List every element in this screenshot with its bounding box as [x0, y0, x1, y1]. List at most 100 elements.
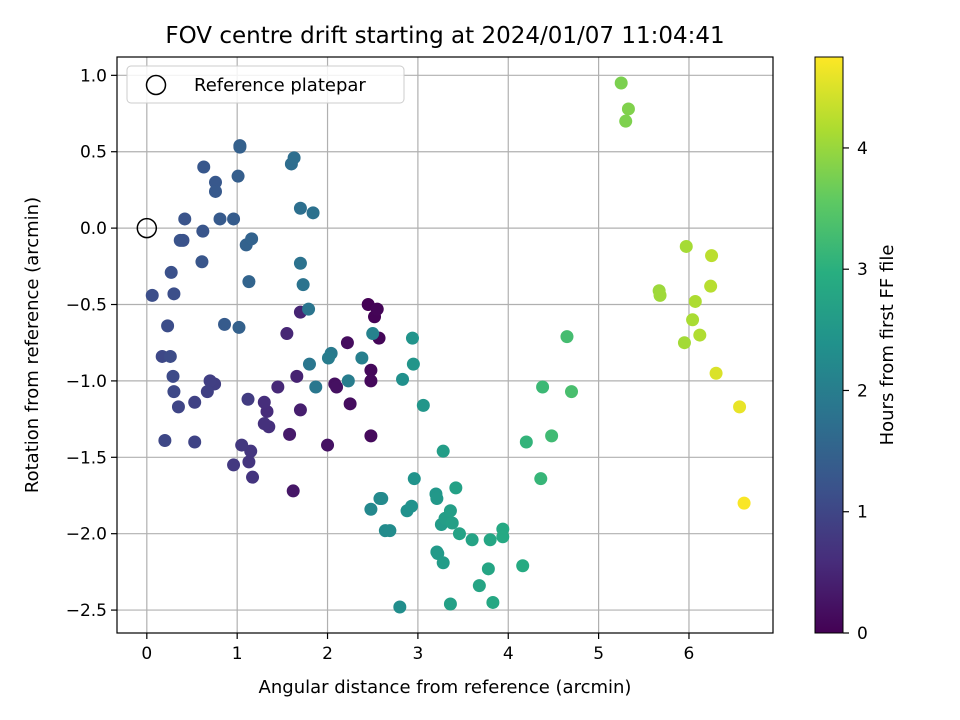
legend-box [126, 65, 405, 104]
data-point [293, 256, 307, 270]
data-point [688, 294, 702, 308]
data-point [296, 278, 310, 292]
data-point [536, 380, 550, 394]
data-point [167, 287, 181, 301]
colorbar-tick-label: 1 [857, 503, 868, 523]
colorbar-tick-label: 4 [857, 139, 868, 159]
data-point [158, 433, 172, 447]
data-point [621, 102, 635, 116]
data-point [341, 374, 355, 388]
data-point [280, 327, 294, 341]
data-point [483, 533, 497, 547]
data-point [364, 429, 378, 443]
data-point [393, 600, 407, 614]
data-point [164, 265, 178, 279]
data-point [406, 357, 420, 371]
data-point [178, 212, 192, 226]
data-point [516, 559, 530, 573]
data-point [245, 232, 259, 246]
colorbar-ticks: 0 1 2 3 4 [843, 139, 868, 644]
y-axis-ticks: 1.0 0.5 0.0 −0.5 −1.0 −1.5 −2.0 −2.5 [66, 66, 117, 621]
data-point [309, 380, 323, 394]
colorbar-label: Hours from first FF file [877, 245, 898, 446]
data-point [166, 369, 180, 383]
data-point [430, 492, 444, 506]
data-point [407, 472, 421, 486]
data-point [366, 327, 380, 341]
data-point [167, 385, 181, 399]
data-point [445, 516, 459, 530]
data-point [293, 201, 307, 215]
data-point [436, 444, 450, 458]
data-point [486, 595, 500, 609]
data-point [619, 114, 633, 128]
data-point [293, 403, 307, 417]
y-axis-label: Rotation from reference (arcmin) [22, 197, 43, 493]
data-point [416, 398, 430, 412]
data-point [302, 302, 316, 316]
data-point [173, 233, 187, 247]
data-point [565, 385, 579, 399]
data-point [343, 397, 357, 411]
data-point [396, 372, 410, 386]
x-tick-label: 3 [412, 644, 423, 664]
data-point [465, 533, 479, 547]
data-point [227, 212, 241, 226]
data-point [443, 504, 457, 518]
legend: Reference platepar [126, 65, 405, 104]
data-point [213, 212, 227, 226]
x-tick-label: 0 [141, 644, 152, 664]
data-point [241, 392, 255, 406]
data-point [330, 380, 344, 394]
data-point [705, 249, 719, 263]
colorbar-tick-label: 0 [857, 624, 868, 644]
x-tick-label: 1 [232, 644, 243, 664]
data-point [208, 184, 222, 198]
grid-lines [117, 57, 773, 633]
data-point [302, 357, 316, 371]
data-point [200, 385, 214, 399]
chart-title: FOV centre drift starting at 2024/01/07 … [165, 23, 724, 49]
y-tick-label: −1.5 [66, 448, 107, 468]
data-point [171, 400, 185, 414]
data-point [709, 366, 723, 380]
data-point [364, 502, 378, 516]
data-point [733, 400, 747, 414]
data-point [364, 374, 378, 388]
data-point [188, 435, 202, 449]
data-point [257, 395, 271, 409]
data-point [203, 374, 217, 388]
data-point [257, 417, 271, 431]
data-point [287, 151, 301, 165]
plot-frame [116, 56, 774, 634]
data-point [677, 336, 691, 350]
data-point [161, 319, 175, 333]
y-tick-label: 0.5 [80, 143, 107, 163]
y-tick-label: −1.0 [66, 372, 107, 392]
data-point [405, 499, 419, 513]
x-axis-ticks: 0 1 2 3 4 5 6 [141, 633, 694, 664]
y-tick-label: 0.0 [80, 219, 107, 239]
data-point [290, 369, 304, 383]
data-point [686, 313, 700, 327]
data-point [163, 349, 177, 363]
data-point [704, 279, 718, 293]
data-point [218, 317, 232, 331]
y-tick-label: 1.0 [80, 66, 107, 86]
data-point [452, 527, 466, 541]
colorbar-tick-label: 3 [857, 260, 868, 280]
legend-label: Reference platepar [194, 75, 366, 96]
data-point [196, 224, 210, 238]
data-point [496, 530, 510, 544]
data-point [321, 438, 335, 452]
data-point [286, 484, 300, 498]
reference-platepar-marker [136, 217, 158, 239]
data-point [737, 496, 751, 510]
x-tick-label: 4 [503, 644, 514, 664]
data-point [653, 288, 667, 302]
data-point [534, 472, 548, 486]
data-point [693, 328, 707, 342]
data-point [679, 239, 693, 253]
data-point [145, 288, 159, 302]
data-point [355, 351, 369, 365]
